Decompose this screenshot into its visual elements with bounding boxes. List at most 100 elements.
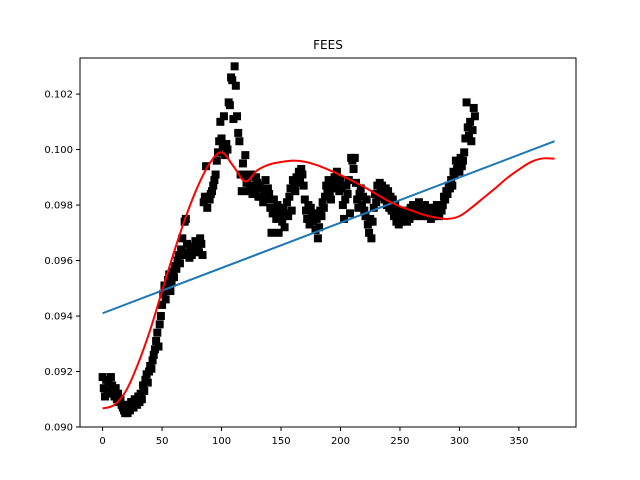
data-point (302, 206, 310, 215)
data-point (222, 140, 231, 149)
data-point (223, 145, 232, 154)
data-point (205, 195, 214, 204)
data-point (468, 126, 477, 135)
data-point (298, 170, 307, 179)
data-point (405, 214, 414, 223)
y-tick-label: 0.090 (44, 423, 73, 434)
data-point (212, 156, 221, 165)
data-point (284, 212, 293, 221)
data-point (230, 62, 239, 71)
data-point (317, 212, 326, 221)
data-point (208, 187, 217, 196)
data-point (262, 195, 271, 204)
data-point (159, 289, 168, 298)
data-point (280, 223, 289, 232)
data-point (219, 112, 228, 121)
data-point (353, 195, 362, 204)
data-point (177, 245, 186, 254)
data-point (274, 228, 283, 237)
data-point (158, 300, 167, 309)
data-point (197, 239, 206, 248)
data-point (100, 392, 109, 401)
data-point (261, 176, 270, 185)
data-point (338, 201, 347, 210)
data-point (414, 198, 423, 207)
data-point (300, 195, 309, 204)
data-point (266, 203, 275, 212)
y-tick-label: 0.096 (44, 256, 73, 267)
data-point (297, 164, 306, 173)
data-point (278, 217, 287, 226)
data-point (470, 112, 479, 121)
data-point (357, 201, 366, 210)
data-point (179, 250, 188, 259)
data-point (467, 137, 476, 146)
data-point (312, 214, 321, 223)
x-tick-label: 250 (390, 436, 409, 447)
data-point (462, 98, 471, 107)
data-point (172, 264, 181, 273)
y-tick-label: 0.098 (44, 201, 73, 212)
data-point (342, 181, 351, 190)
data-point (438, 201, 447, 210)
data-point (384, 187, 393, 196)
linear-fit-line (102, 140, 555, 315)
x-tick-label: 100 (212, 436, 231, 447)
data-point (287, 206, 296, 215)
data-point (388, 195, 397, 204)
data-point (234, 128, 243, 137)
data-point (365, 228, 374, 237)
data-point (321, 192, 330, 201)
data-point (435, 212, 444, 221)
data-point (387, 206, 396, 215)
data-point (337, 184, 346, 193)
data-point (152, 336, 161, 345)
data-point (143, 378, 152, 387)
data-point (363, 220, 372, 229)
data-point (443, 189, 452, 198)
data-point (464, 131, 473, 140)
data-point (235, 137, 244, 146)
x-tick-label: 0 (99, 436, 105, 447)
data-point (306, 203, 315, 212)
data-point (362, 195, 371, 204)
data-point (196, 234, 205, 243)
data-point (161, 295, 170, 304)
data-point (139, 381, 148, 390)
data-point (275, 212, 284, 221)
data-point (273, 201, 282, 210)
data-point (469, 103, 478, 112)
data-point (360, 206, 369, 215)
data-point (265, 189, 274, 198)
data-point (199, 198, 208, 207)
data-point (459, 156, 467, 165)
data-point (296, 176, 305, 185)
data-point (330, 173, 339, 182)
data-point (448, 181, 457, 190)
data-point (310, 209, 319, 218)
plot-area-frame (79, 57, 577, 428)
data-point (225, 101, 234, 110)
data-point (210, 176, 219, 185)
data-point (437, 206, 446, 215)
data-point (455, 167, 464, 176)
data-point (346, 209, 354, 218)
data-point (332, 167, 341, 176)
data-point (154, 342, 163, 351)
data-point (279, 203, 288, 212)
x-tick-label: 300 (450, 436, 469, 447)
data-point (147, 364, 156, 373)
data-point (106, 373, 115, 382)
data-point (247, 170, 256, 179)
data-point (282, 198, 291, 207)
data-point (166, 287, 175, 296)
data-point (114, 389, 123, 398)
data-point (175, 259, 184, 268)
data-point (460, 148, 469, 157)
data-point (241, 151, 250, 160)
data-point (271, 206, 280, 215)
data-point (361, 212, 370, 221)
data-point (374, 192, 383, 201)
data-point (326, 195, 335, 204)
